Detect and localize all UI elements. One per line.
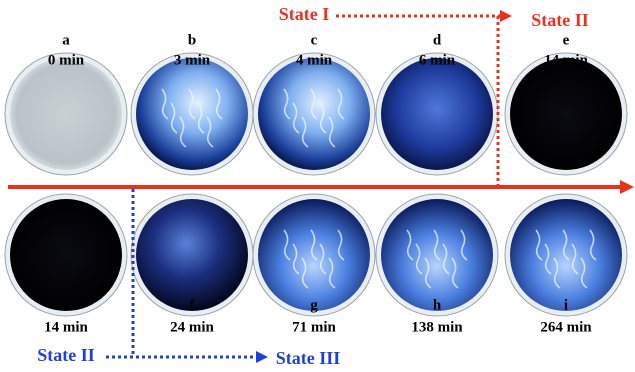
petri-dish — [376, 53, 498, 175]
petri-dish — [5, 53, 127, 175]
dish-content — [10, 199, 122, 311]
panel-time: 138 min — [411, 319, 463, 335]
dish-content — [510, 58, 622, 170]
state-label: State III — [276, 348, 341, 368]
dish-content — [258, 58, 370, 170]
time-axis-arrowhead — [620, 180, 634, 194]
petri-dish — [505, 53, 627, 175]
panel-time: 6 min — [419, 52, 456, 68]
panel-letter: b — [188, 32, 196, 48]
dishes — [5, 53, 627, 316]
panel-letter: h — [433, 297, 442, 313]
dish-content — [136, 199, 248, 311]
panel-letter: i — [564, 297, 568, 313]
panel-time: 14 min — [544, 52, 588, 68]
dish-content — [258, 199, 370, 311]
panel-time: 14 min — [44, 319, 88, 335]
dish-content — [136, 58, 248, 170]
dish-content — [381, 199, 493, 311]
top-arrowhead — [500, 10, 512, 22]
petri-dish — [131, 53, 253, 175]
panel-time: 3 min — [174, 52, 211, 68]
state-label: State II — [531, 10, 589, 30]
bottom-arrowhead — [256, 351, 268, 363]
panel-letter: a — [62, 32, 70, 48]
panel-letter: d — [433, 32, 442, 48]
panel-time: 24 min — [170, 319, 214, 335]
dish-content — [510, 199, 622, 311]
petri-dish — [253, 53, 375, 175]
state-label: State II — [37, 345, 95, 365]
panel-letter: e — [563, 32, 570, 48]
panel-time: 4 min — [296, 52, 333, 68]
dish-content — [10, 58, 122, 170]
panel-time: 264 min — [540, 319, 592, 335]
figure: State I State II State II State III a 0 m… — [0, 0, 635, 372]
state-label: State I — [279, 4, 330, 24]
panel-time: 0 min — [48, 52, 85, 68]
panel-time: 71 min — [292, 319, 336, 335]
panel-letter: c — [311, 32, 318, 48]
panel-letter: e — [63, 297, 70, 313]
panel-letter: g — [310, 297, 318, 313]
dish-content — [381, 58, 493, 170]
